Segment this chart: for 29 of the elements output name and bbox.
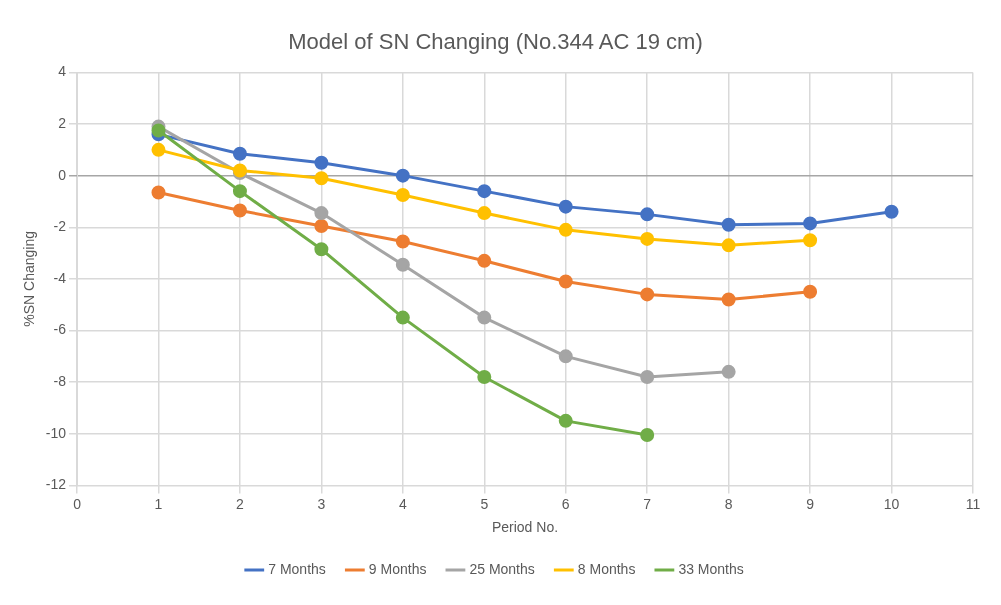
x-tick-label: 4 xyxy=(398,495,407,512)
legend-label: 25 Months xyxy=(469,560,535,577)
legend-label: 8 Months xyxy=(577,560,636,577)
legend-label: 7 Months xyxy=(268,560,326,577)
y-tick-label: 0 xyxy=(58,166,67,183)
y-tick-label: -8 xyxy=(53,373,67,390)
x-tick-label: 2 xyxy=(236,495,245,512)
x-tick-label: 9 xyxy=(806,495,815,512)
y-tick-label: 4 xyxy=(58,63,67,80)
x-tick-label: 6 xyxy=(561,495,570,512)
y-tick-label: -2 xyxy=(53,218,67,235)
x-tick-label: 3 xyxy=(317,495,326,512)
y-tick-label: -4 xyxy=(53,269,67,286)
x-tick-label: 0 xyxy=(73,495,82,512)
y-tick-label: 2 xyxy=(58,114,67,131)
x-tick-label: 1 xyxy=(154,495,163,512)
chart-title: Model of SN Changing (No.344 AC 19 cm) xyxy=(288,29,703,55)
x-tick-label: 7 xyxy=(643,495,652,512)
legend-label: 9 Months xyxy=(368,560,427,577)
x-tick-label: 5 xyxy=(480,495,489,512)
x-tick-label: 8 xyxy=(724,495,733,512)
x-tick-label: 11 xyxy=(965,495,981,512)
legend-label: 33 Months xyxy=(678,560,744,577)
y-tick-label: -6 xyxy=(53,321,67,338)
y-tick-label: -12 xyxy=(45,476,67,493)
x-tick-label: 10 xyxy=(883,495,900,512)
y-tick-label: -10 xyxy=(45,424,67,441)
y-axis-title: %SN Changing xyxy=(21,231,38,327)
x-axis-title: Period No. xyxy=(491,519,559,536)
